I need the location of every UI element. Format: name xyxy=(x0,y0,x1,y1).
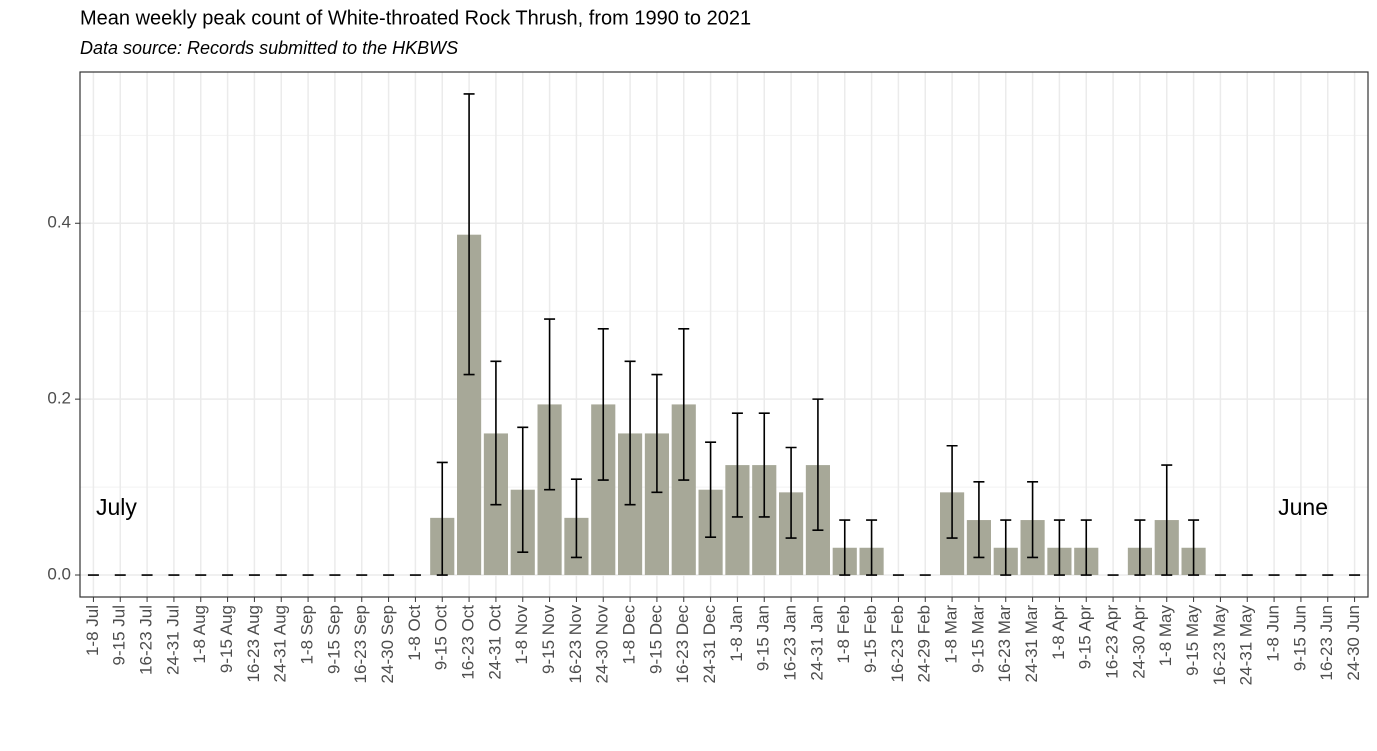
x-tick-label: 24-31 Aug xyxy=(271,605,290,683)
x-tick-label: 16-23 Oct xyxy=(459,605,478,680)
x-tick-label: 24-31 Jul xyxy=(163,605,182,675)
x-tick-label: 9-15 Sep xyxy=(324,605,343,674)
x-tick-label: 1-8 Dec xyxy=(620,605,639,665)
x-tick-label: 9-15 May xyxy=(1183,605,1202,676)
error-bar xyxy=(785,446,797,539)
error-bar xyxy=(463,93,475,376)
x-tick-label: 9-15 Jan xyxy=(754,605,773,671)
x-tick-label: 24-31 May xyxy=(1237,605,1256,686)
error-bar xyxy=(812,398,824,531)
x-tick-label: 16-23 May xyxy=(1210,605,1229,686)
error-bar xyxy=(705,441,717,539)
x-tick-label: 1-8 Oct xyxy=(405,605,424,661)
error-bar xyxy=(866,519,878,576)
x-tick-label: 1-8 Jan xyxy=(727,605,746,662)
error-bar xyxy=(1188,519,1200,576)
x-tick-label: 24-30 Sep xyxy=(378,605,397,683)
error-bar xyxy=(490,360,502,506)
error-bar xyxy=(678,327,690,481)
x-tick-label: 24-31 Mar xyxy=(1022,605,1041,683)
x-tick-label: 24-31 Oct xyxy=(485,605,504,680)
error-bar xyxy=(624,360,636,506)
x-tick-label: 16-23 Feb xyxy=(888,605,907,683)
x-tick-label: 9-15 Oct xyxy=(432,605,451,670)
x-tick-label: 16-23 Jun xyxy=(1317,605,1336,681)
y-tick-label: 0.0 xyxy=(47,564,71,583)
x-tick-label: 16-23 Aug xyxy=(244,605,263,683)
error-bar xyxy=(651,373,663,494)
x-tick-label: 24-30 Apr xyxy=(1129,605,1148,679)
x-tick-label: 24-31 Jan xyxy=(807,605,826,681)
x-tick-label: 1-8 May xyxy=(1156,605,1175,667)
error-bar xyxy=(839,519,851,576)
x-tick-label: 24-31 Dec xyxy=(700,605,719,684)
error-bar xyxy=(544,318,556,491)
x-tick-label: 9-15 Jun xyxy=(1290,605,1309,671)
error-bar xyxy=(1053,519,1065,576)
x-tick-label: 1-8 Feb xyxy=(834,605,853,664)
x-tick-label: 16-23 Apr xyxy=(1103,605,1122,679)
annotation: July xyxy=(96,494,137,520)
x-tick-label: 9-15 Nov xyxy=(539,605,558,674)
error-bar xyxy=(1161,464,1173,576)
chart-title: Mean weekly peak count of White-throated… xyxy=(80,7,751,29)
x-tick-label: 1-8 Nov xyxy=(512,605,531,665)
x-tick-label: 24-30 Jun xyxy=(1344,605,1363,681)
x-tick-label: 9-15 Apr xyxy=(1076,605,1095,670)
error-bar xyxy=(1000,519,1012,576)
error-bar xyxy=(436,461,448,576)
x-tick-label: 9-15 Jul xyxy=(110,605,129,665)
x-tick-label: 9-15 Aug xyxy=(217,605,236,673)
x-tick-label: 16-23 Nov xyxy=(566,605,585,684)
error-bar xyxy=(731,412,743,518)
x-tick-label: 16-23 Jan xyxy=(781,605,800,681)
x-tick-label: 24-29 Feb xyxy=(915,605,934,683)
chart-subtitle: Data source: Records submitted to the HK… xyxy=(80,38,458,58)
error-bar xyxy=(946,444,958,539)
error-bar xyxy=(973,480,985,559)
x-tick-label: 1-8 Sep xyxy=(298,605,317,665)
x-tick-label: 1-8 Jul xyxy=(83,605,102,656)
x-tick-label: 1-8 Aug xyxy=(190,605,209,664)
x-tick-label: 1-8 Apr xyxy=(1049,605,1068,660)
x-tick-label: 1-8 Mar xyxy=(942,605,961,664)
error-bar xyxy=(1027,480,1039,559)
error-bar xyxy=(570,478,582,559)
error-bar xyxy=(517,426,529,553)
x-tick-label: 24-30 Nov xyxy=(593,605,612,684)
y-tick-label: 0.2 xyxy=(47,389,71,408)
x-tick-label: 9-15 Dec xyxy=(646,605,665,674)
x-tick-label: 1-8 Jun xyxy=(1264,605,1283,662)
error-bar xyxy=(1134,519,1146,576)
annotation: June xyxy=(1278,494,1328,520)
x-tick-label: 16-23 Mar xyxy=(995,605,1014,683)
error-bar xyxy=(758,412,770,518)
panel-border xyxy=(79,71,1369,598)
x-tick-label: 16-23 Sep xyxy=(351,605,370,683)
error-bar xyxy=(597,327,609,481)
error-bar xyxy=(1080,519,1092,576)
y-tick-label: 0.4 xyxy=(47,213,71,232)
x-tick-label: 9-15 Mar xyxy=(968,605,987,673)
x-tick-label: 9-15 Feb xyxy=(861,605,880,673)
x-tick-label: 16-23 Dec xyxy=(673,605,692,684)
x-tick-label: 16-23 Jul xyxy=(137,605,156,675)
